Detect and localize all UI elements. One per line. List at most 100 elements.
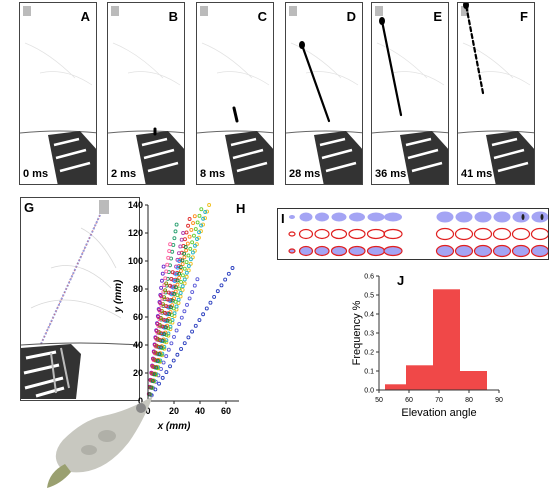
trajectory-point — [168, 299, 173, 303]
elevation-histogram: 50 60 70 80 90 0.0 0.1 0.2 0.3 0.4 0.5 0.6 Elevation… — [351, 274, 503, 420]
trajectory-point — [184, 230, 189, 235]
trajectory-point — [184, 248, 189, 253]
trajectory-point — [215, 289, 220, 294]
trajectory-point — [186, 268, 191, 273]
frame-time: 28 ms — [289, 168, 321, 180]
i-blob — [455, 211, 473, 223]
trajectory-point — [166, 347, 171, 352]
trajectory-point — [155, 322, 160, 326]
trajectory-point — [164, 304, 169, 309]
trajectory-point — [172, 236, 177, 241]
trajectory-point — [174, 304, 179, 309]
i-ring — [298, 245, 314, 257]
trajectory-point — [155, 336, 160, 341]
frame-time: 8 ms — [200, 168, 226, 180]
trajectory-point — [184, 260, 189, 265]
frame-panel-f: F 41 ms — [457, 2, 535, 185]
trajectory-point — [186, 223, 191, 228]
trajectory-point — [164, 281, 169, 286]
trajectory-point — [155, 358, 160, 363]
j-y-tick-label: 0.5 — [364, 293, 374, 300]
panel-label-i: I — [281, 211, 285, 226]
trajectory-point — [158, 301, 163, 305]
trajectory-point — [169, 277, 174, 281]
trajectory-point — [157, 352, 162, 357]
i-ring — [435, 244, 455, 258]
trajectory-point — [160, 271, 165, 276]
trajectory-point — [182, 341, 187, 346]
trajectory-point — [166, 333, 171, 338]
trajectory-point — [182, 255, 187, 260]
frame-photo — [197, 3, 273, 184]
trajectory-point — [164, 354, 169, 359]
trajectory-point — [190, 329, 195, 334]
trajectory-point — [178, 244, 183, 249]
h-x-tick-label: 40 — [195, 406, 205, 416]
trajectory-point — [179, 280, 184, 284]
trajectory-point — [163, 288, 168, 293]
j-y-tick-label: 0.0 — [364, 388, 374, 395]
panel-label-j: J — [397, 273, 405, 288]
trajectory-point — [174, 222, 179, 227]
trajectory-point — [152, 372, 157, 377]
trajectory-point — [179, 315, 184, 320]
trajectory-point — [150, 364, 155, 368]
trajectory-point — [178, 269, 183, 273]
h-x-axis-label: x (mm) — [157, 421, 191, 432]
h-y-tick-label: 60 — [133, 312, 143, 322]
i-ring — [314, 245, 330, 257]
trajectory-point — [192, 214, 197, 219]
trajectory-point — [163, 276, 168, 281]
trajectory-point — [159, 317, 164, 322]
trajectory-point — [166, 255, 171, 260]
h-y-tick-label: 20 — [133, 368, 143, 378]
trajectory-point — [190, 240, 195, 245]
i-ring — [383, 228, 403, 240]
trajectory-point — [226, 271, 231, 276]
trajectory-point — [197, 318, 202, 322]
i-blob — [289, 215, 295, 219]
i-ring — [473, 244, 493, 258]
trajectory-point — [156, 315, 161, 319]
i-blob — [436, 211, 454, 223]
i-blob — [315, 246, 329, 256]
trajectory-point — [182, 277, 187, 282]
trajectory-point — [159, 345, 164, 350]
i-blob — [349, 212, 365, 222]
trajectory-chart: 0 20 40 60 0 20 40 60 80 100 120 140 x (mm) y (mm) — [113, 200, 239, 432]
trajectory-point — [201, 216, 206, 221]
h-y-tick-label: 120 — [128, 228, 143, 238]
i-blob — [512, 245, 530, 257]
trajectory-point — [197, 230, 202, 235]
i-ring — [314, 228, 330, 240]
trajectory-point — [179, 347, 184, 351]
panel-label-g: G — [24, 200, 35, 215]
trajectory-point — [197, 213, 202, 218]
trajectory-point — [164, 269, 169, 274]
i-ring — [348, 228, 366, 240]
trajectory-point — [165, 318, 170, 323]
trajectory-point — [223, 277, 228, 282]
panel-i-figure: I — [277, 208, 550, 260]
trajectory-point — [184, 270, 189, 275]
trajectory-point — [183, 245, 188, 249]
trajectory-point — [159, 294, 163, 298]
trajectory-point — [172, 291, 177, 296]
trajectory-point — [175, 293, 180, 298]
i-blob — [384, 212, 402, 222]
trajectory-point — [162, 332, 167, 336]
trajectory-point — [175, 352, 180, 357]
histogram-bar — [460, 371, 487, 390]
trajectory-point — [173, 229, 178, 234]
h-x-tick-label: 20 — [169, 406, 179, 416]
j-y-tick-label: 0.2 — [364, 350, 374, 357]
trajectory-point — [188, 261, 193, 266]
trajectory-point — [157, 381, 161, 386]
i-ring — [492, 227, 512, 241]
h-y-tick-label: 40 — [133, 340, 143, 350]
trajectory-point — [191, 221, 196, 225]
j-y-tick-label: 0.3 — [364, 331, 374, 338]
trajectory-point — [168, 242, 173, 247]
i-ring — [454, 227, 474, 241]
trajectory-point — [192, 283, 197, 288]
